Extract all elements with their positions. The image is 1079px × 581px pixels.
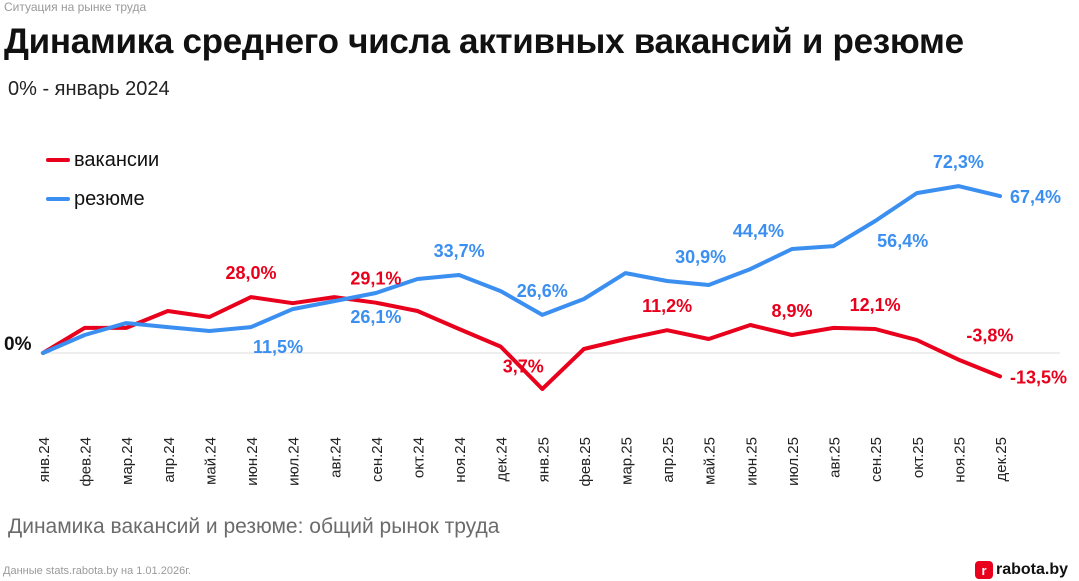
data-label-resumes: 33,7% (434, 241, 485, 261)
x-tick-label: май.25 (702, 437, 719, 485)
data-source: Данные stats.rabota.by на 1.01.2026г. (3, 565, 191, 577)
x-tick-label: апр.24 (161, 437, 178, 483)
x-tick-label: май.24 (202, 437, 219, 485)
series-line-resumes (41, 184, 1002, 355)
legend-label-resumes: резюме (74, 188, 145, 210)
x-tick-label: дек.24 (494, 437, 511, 482)
series-line-vacancies (41, 295, 1002, 391)
data-label-vacancies: 8,9% (771, 301, 812, 321)
data-label-resumes: 30,9% (675, 247, 726, 267)
data-label-resumes: 11,5% (253, 337, 303, 357)
data-label-vacancies: -3,8% (966, 326, 1013, 346)
x-tick-label: сен.25 (868, 437, 885, 482)
data-label-vacancies: 3,7% (503, 357, 544, 377)
x-tick-label: янв.24 (36, 437, 53, 482)
data-label-resumes: 67,4% (1010, 187, 1061, 207)
chart-title: Динамика среднего числа активных ваканси… (4, 22, 964, 61)
chart-caption: Динамика вакансий и резюме: общий рынок … (8, 515, 500, 538)
data-label-resumes: 44,4% (733, 221, 784, 241)
x-tick-label: апр.25 (660, 437, 677, 483)
x-tick-label: мар.24 (119, 437, 136, 485)
data-label-vacancies: 29,1% (350, 269, 401, 289)
brand-name: rabota.by (996, 561, 1069, 578)
x-tick-label: окт.25 (910, 437, 927, 478)
x-tick-label: июн.25 (743, 437, 760, 486)
chart-subtitle: 0% - январь 2024 (8, 78, 170, 100)
x-tick-label: окт.24 (410, 437, 427, 478)
x-tick-label: июл.25 (785, 437, 802, 486)
x-tick-label: янв.25 (535, 437, 552, 482)
brand-logo[interactable]: r rabota.by (975, 560, 1068, 580)
x-tick-label: июн.24 (244, 437, 261, 486)
x-tick-label: фев.24 (78, 437, 95, 487)
kicker: Ситуация на рынке труда (4, 0, 147, 14)
line-chart: 0% янв.24 фев.24 мар.24 апр.24 май.24 июн.24 ию… (4, 149, 1067, 487)
x-tick-label: ноя.25 (951, 437, 968, 483)
legend-label-vacancies: вакансии (74, 149, 159, 171)
data-label-vacancies: 11,2% (642, 296, 692, 316)
data-label-vacancies: 28,0% (226, 263, 277, 283)
data-label-resumes: 72,3% (933, 152, 984, 172)
x-tick-label: июл.24 (286, 437, 303, 486)
x-tick-label: дек.25 (993, 437, 1010, 482)
x-tick-label: авг.25 (827, 437, 844, 478)
zero-label: 0% (4, 334, 32, 355)
data-label-vacancies: -13,5% (1010, 367, 1067, 387)
x-tick-label: сен.24 (369, 437, 386, 482)
data-label-resumes: 26,1% (350, 307, 401, 327)
data-label-resumes: 26,6% (517, 281, 568, 301)
x-tick-label: мар.25 (619, 437, 636, 485)
brand-mark-icon: r (975, 561, 993, 579)
data-label-vacancies: 12,1% (850, 295, 901, 315)
x-tick-label: ноя.24 (452, 437, 469, 483)
x-tick-label: авг.24 (327, 437, 344, 478)
x-tick-label: фев.25 (577, 437, 594, 487)
data-label-resumes: 56,4% (877, 231, 928, 251)
